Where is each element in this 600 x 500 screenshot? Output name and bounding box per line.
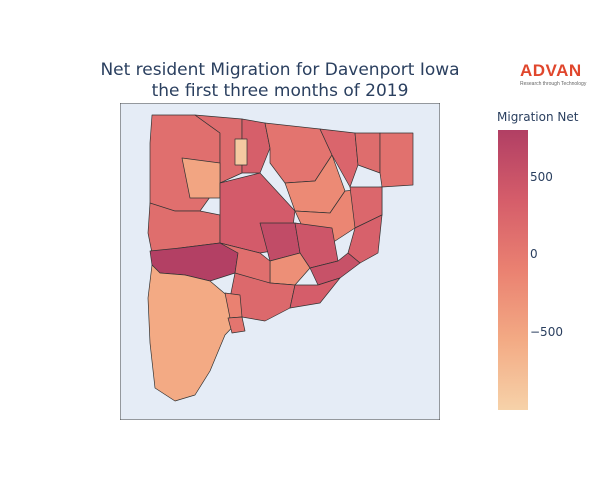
map-region-north-narrow[interactable] xyxy=(234,138,248,166)
advan-logo: ADVAN Research through Technology xyxy=(520,62,600,88)
advan-logo-tagline: Research through Technology xyxy=(520,81,587,87)
map-region-north-central-1[interactable] xyxy=(194,114,243,184)
chart-title-line-1: Net resident Migration for Davenport Iow… xyxy=(100,60,460,80)
map-region-north-east-5[interactable] xyxy=(379,132,414,188)
choropleth-map[interactable] xyxy=(120,103,440,420)
chart-title: Net resident Migration for Davenport Iow… xyxy=(0,60,560,102)
map-region-east-small[interactable] xyxy=(347,214,383,264)
map-region-south-small-2[interactable] xyxy=(227,316,246,334)
colorbar-tick-label: 500 xyxy=(530,169,553,184)
colorbar-title: Migration Net xyxy=(497,110,579,124)
map-region-south-west[interactable] xyxy=(147,264,243,402)
advan-logo-wordmark: ADVAN xyxy=(520,61,582,80)
colorbar-tick-label: −500 xyxy=(530,325,563,340)
chart-title-line-2: the first three months of 2019 xyxy=(151,81,409,101)
colorbar-tick-label: 0 xyxy=(530,247,538,262)
colorbar xyxy=(498,130,528,410)
map-region-north-east-3[interactable] xyxy=(319,128,359,188)
map-region-south-east[interactable] xyxy=(289,277,341,309)
